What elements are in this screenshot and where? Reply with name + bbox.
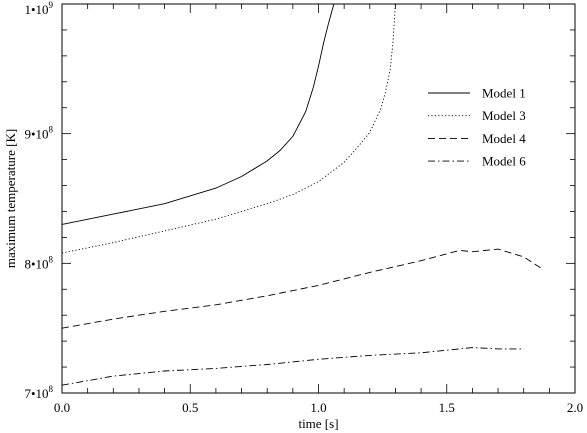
- x-tick-label: 2.0: [567, 400, 583, 415]
- y-tick-label: 7•108: [24, 384, 53, 401]
- y-axis-label: maximum temperature [K]: [3, 129, 18, 268]
- y-tick-label: 9•108: [24, 125, 53, 142]
- y-tick-label: 1•109: [24, 0, 53, 17]
- series-layer: [61, 3, 542, 386]
- legend-label: Model 3: [482, 108, 526, 123]
- series-line-model-4: [61, 248, 542, 329]
- legend-label: Model 4: [482, 131, 526, 146]
- legend-label: Model 1: [482, 86, 526, 101]
- series-line-model-3: [61, 3, 396, 254]
- legend: Model 1 Model 3 Model 4 Model 6: [428, 86, 526, 169]
- tick-labels: 0.0 0.5 1.0 1.5 2.0 7•108 8•108 9•108 1•109: [24, 0, 583, 415]
- y-tick-label: 8•108: [24, 254, 53, 271]
- series-line-model-1: [61, 3, 335, 225]
- axis-ticks: [61, 3, 576, 394]
- x-tick-label: 1.0: [310, 400, 326, 415]
- x-tick-label: 0.0: [54, 400, 70, 415]
- x-tick-label: 0.5: [182, 400, 198, 415]
- series-line-model-6: [61, 347, 524, 386]
- x-tick-label: 1.5: [439, 400, 455, 415]
- x-axis-label: time [s]: [298, 416, 338, 431]
- plot-frame: [61, 3, 576, 394]
- legend-label: Model 6: [482, 154, 526, 169]
